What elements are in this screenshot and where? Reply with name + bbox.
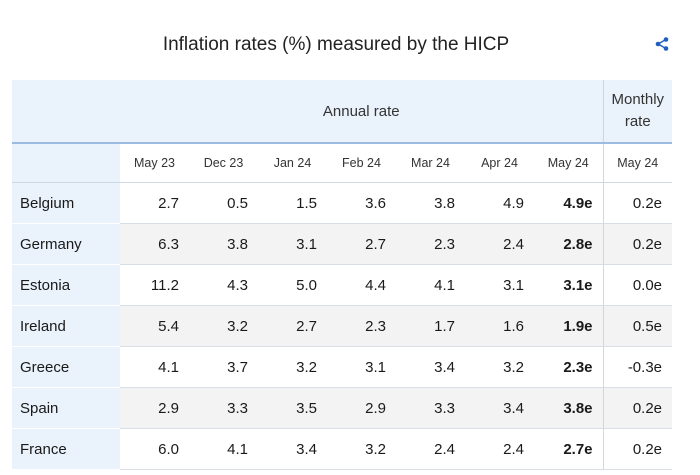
annual-value: 3.6 bbox=[327, 182, 396, 224]
annual-value: 2.7e bbox=[534, 428, 604, 470]
country-column-header bbox=[12, 142, 120, 183]
annual-value: 2.9 bbox=[120, 387, 189, 429]
annual-value: 11.2 bbox=[120, 264, 189, 306]
country-name: Estonia bbox=[12, 264, 120, 306]
annual-value: 4.9e bbox=[534, 182, 604, 224]
country-name: Belgium bbox=[12, 182, 120, 224]
column-header: May 24 bbox=[602, 142, 673, 183]
corner-cell bbox=[12, 80, 120, 143]
annual-rate-header: Annual rate bbox=[120, 80, 604, 143]
country-name: Ireland bbox=[12, 305, 120, 347]
annual-value: 2.4 bbox=[396, 428, 465, 470]
column-header: Dec 23 bbox=[189, 142, 258, 183]
annual-value: 2.3e bbox=[534, 346, 604, 388]
annual-value: 2.3 bbox=[396, 223, 465, 265]
column-header: May 24 bbox=[534, 142, 604, 183]
table-row: France 6.0 4.1 3.4 3.2 2.4 2.4 2.7e 0.2e bbox=[12, 428, 673, 470]
share-icon[interactable] bbox=[654, 36, 670, 52]
annual-value: 6.3 bbox=[120, 223, 189, 265]
annual-value: 3.7 bbox=[189, 346, 258, 388]
hicp-table: Annual rate Monthly rate May 23 Dec 23 J… bbox=[12, 80, 673, 470]
annual-value: 3.8 bbox=[189, 223, 258, 265]
annual-value: 1.9e bbox=[534, 305, 604, 347]
country-name: Spain bbox=[12, 387, 120, 429]
table-row: Ireland 5.4 3.2 2.7 2.3 1.7 1.6 1.9e 0.5e bbox=[12, 305, 673, 347]
annual-value: 2.3 bbox=[327, 305, 396, 347]
annual-value: 6.0 bbox=[120, 428, 189, 470]
column-header: Apr 24 bbox=[465, 142, 534, 183]
annual-value: 5.0 bbox=[258, 264, 327, 306]
annual-value: 4.4 bbox=[327, 264, 396, 306]
table-row: Spain 2.9 3.3 3.5 2.9 3.3 3.4 3.8e 0.2e bbox=[12, 387, 673, 429]
annual-value: 3.2 bbox=[465, 346, 534, 388]
annual-value: 3.8 bbox=[396, 182, 465, 224]
annual-value: 0.5 bbox=[189, 182, 258, 224]
monthly-value: -0.3e bbox=[602, 346, 673, 388]
annual-value: 3.2 bbox=[189, 305, 258, 347]
annual-value: 3.2 bbox=[258, 346, 327, 388]
column-header: Mar 24 bbox=[396, 142, 465, 183]
annual-value: 1.5 bbox=[258, 182, 327, 224]
annual-value: 3.8e bbox=[534, 387, 604, 429]
annual-value: 4.1 bbox=[189, 428, 258, 470]
annual-value: 3.4 bbox=[396, 346, 465, 388]
annual-value: 3.1 bbox=[258, 223, 327, 265]
monthly-value: 0.5e bbox=[602, 305, 673, 347]
annual-value: 3.3 bbox=[189, 387, 258, 429]
monthly-value: 0.2e bbox=[602, 182, 673, 224]
annual-value: 5.4 bbox=[120, 305, 189, 347]
annual-value: 3.1 bbox=[327, 346, 396, 388]
annual-value: 3.4 bbox=[258, 428, 327, 470]
annual-value: 3.4 bbox=[465, 387, 534, 429]
monthly-rate-header: Monthly rate bbox=[602, 80, 673, 143]
annual-value: 4.1 bbox=[120, 346, 189, 388]
monthly-value: 0.2e bbox=[602, 428, 673, 470]
monthly-value: 0.0e bbox=[602, 264, 673, 306]
country-name: France bbox=[12, 428, 120, 470]
annual-value: 3.5 bbox=[258, 387, 327, 429]
annual-value: 3.1 bbox=[465, 264, 534, 306]
annual-value: 2.8e bbox=[534, 223, 604, 265]
annual-value: 2.7 bbox=[120, 182, 189, 224]
monthly-value: 0.2e bbox=[602, 387, 673, 429]
country-name: Germany bbox=[12, 223, 120, 265]
annual-value: 2.7 bbox=[258, 305, 327, 347]
annual-value: 1.7 bbox=[396, 305, 465, 347]
table-row: Estonia 11.2 4.3 5.0 4.4 4.1 3.1 3.1e 0.0e bbox=[12, 264, 673, 306]
table-row: Belgium 2.7 0.5 1.5 3.6 3.8 4.9 4.9e 0.2e bbox=[12, 182, 673, 224]
annual-value: 2.7 bbox=[327, 223, 396, 265]
country-name: Greece bbox=[12, 346, 120, 388]
page-title: Inflation rates (%) measured by the HICP bbox=[162, 34, 510, 55]
table-row: Germany 6.3 3.8 3.1 2.7 2.3 2.4 2.8e 0.2e bbox=[12, 223, 673, 265]
annual-value: 2.9 bbox=[327, 387, 396, 429]
table-row: Greece 4.1 3.7 3.2 3.1 3.4 3.2 2.3e -0.3e bbox=[12, 346, 673, 388]
annual-value: 4.9 bbox=[465, 182, 534, 224]
monthly-value: 0.2e bbox=[602, 223, 673, 265]
annual-value: 3.3 bbox=[396, 387, 465, 429]
annual-value: 4.3 bbox=[189, 264, 258, 306]
annual-value: 1.6 bbox=[465, 305, 534, 347]
annual-value: 3.2 bbox=[327, 428, 396, 470]
column-header: Feb 24 bbox=[327, 142, 396, 183]
annual-value: 2.4 bbox=[465, 223, 534, 265]
column-header: Jan 24 bbox=[258, 142, 327, 183]
annual-value: 2.4 bbox=[465, 428, 534, 470]
annual-value: 3.1e bbox=[534, 264, 604, 306]
annual-value: 4.1 bbox=[396, 264, 465, 306]
column-header: May 23 bbox=[120, 142, 189, 183]
